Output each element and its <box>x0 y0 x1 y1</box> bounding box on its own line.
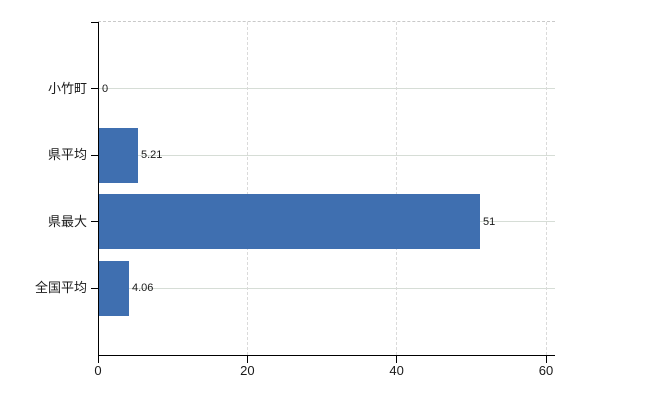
gridline-horizontal <box>98 154 555 156</box>
gridline-horizontal <box>98 287 555 289</box>
bar-value-label: 5.21 <box>141 149 163 162</box>
gridline-vertical <box>545 22 547 355</box>
y-axis-tick <box>91 154 98 156</box>
x-axis-tick-label: 60 <box>538 363 554 378</box>
category-label-2: 県平均 <box>47 147 87 163</box>
plot-top-border <box>98 21 555 22</box>
x-axis-tick <box>246 356 248 363</box>
bar-県平均 <box>99 127 138 183</box>
gridline-vertical <box>396 22 398 355</box>
x-axis-tick <box>396 356 398 363</box>
y-axis-tick <box>91 88 98 90</box>
category-label-1: 小竹町 <box>47 80 87 96</box>
x-axis-tick <box>545 356 547 363</box>
x-axis-tick-label: 20 <box>240 363 255 378</box>
bar-value-label: 4.06 <box>132 282 154 295</box>
y-axis-tick <box>91 22 98 23</box>
bar-県最大 <box>99 194 480 250</box>
bar-全国平均 <box>99 260 129 316</box>
y-axis-tick <box>91 287 98 289</box>
gridline-horizontal <box>98 88 555 90</box>
x-axis-tick-label: 40 <box>389 363 404 378</box>
y-axis-tick <box>91 221 98 223</box>
x-axis-tick <box>97 356 99 363</box>
bar-value-label: 51 <box>483 215 496 228</box>
bar-value-label: 0 <box>102 82 109 95</box>
category-label-4: 全国平均 <box>34 280 87 296</box>
category-label-3: 県最大 <box>47 213 87 229</box>
x-axis-line <box>98 355 555 356</box>
gridline-vertical <box>246 22 248 355</box>
y-axis-line <box>98 22 99 356</box>
x-axis-tick-label: 0 <box>94 363 102 378</box>
